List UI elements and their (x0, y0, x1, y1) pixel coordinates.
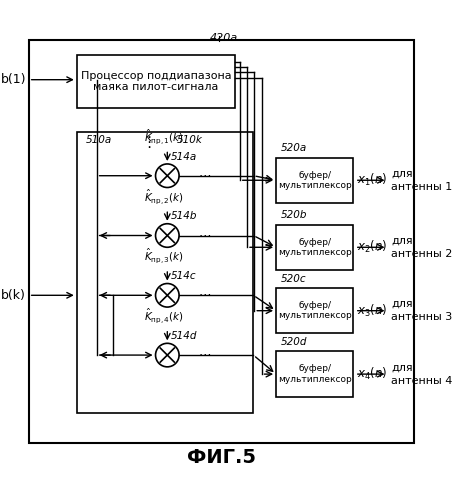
Text: 520d: 520d (281, 337, 307, 347)
Text: $x_4(n)$: $x_4(n)$ (356, 366, 387, 382)
Text: ⋯: ⋯ (199, 289, 211, 302)
Text: 520b: 520b (281, 210, 307, 220)
Bar (77, 55, 235, 108)
Text: 514c: 514c (171, 272, 197, 281)
Text: буфер/
мультиплексор: буфер/ мультиплексор (278, 238, 351, 257)
Text: для
антенны 4: для антенны 4 (391, 362, 452, 386)
Text: 510a: 510a (86, 135, 112, 145)
Text: b(k): b(k) (1, 289, 26, 302)
Text: буфер/
мультиплексор: буфер/ мультиплексор (278, 364, 351, 384)
Text: 420a: 420a (209, 32, 238, 42)
Text: 514d: 514d (171, 331, 197, 341)
Bar (29, 40, 414, 443)
Bar (276, 352, 353, 397)
Text: $\hat{K}_{\text{пр},2}(k)$: $\hat{K}_{\text{пр},2}(k)$ (143, 187, 184, 206)
Text: 510k: 510k (176, 135, 202, 145)
Text: $\hat{K}_{\text{пр},4}(k)$: $\hat{K}_{\text{пр},4}(k)$ (143, 306, 184, 325)
Text: $x_2(n)$: $x_2(n)$ (356, 239, 387, 256)
Text: ⋯: ⋯ (199, 229, 211, 242)
Text: $x_1(n)$: $x_1(n)$ (356, 172, 387, 188)
Text: буфер/
мультиплексор: буфер/ мультиплексор (278, 301, 351, 320)
Text: для
антенны 1: для антенны 1 (391, 168, 452, 192)
Text: Процессор поддиапазона
маяка пилот-сигнала: Процессор поддиапазона маяка пилот-сигна… (81, 70, 231, 92)
Bar (276, 224, 353, 270)
Text: $\hat{K}_{\text{пр},1}(k)$: $\hat{K}_{\text{пр},1}(k)$ (143, 127, 184, 146)
Text: ФИГ.5: ФИГ.5 (187, 448, 256, 468)
Text: b(1): b(1) (0, 73, 26, 86)
Text: для
антенны 3: для антенны 3 (391, 299, 452, 322)
Text: 514b: 514b (171, 212, 197, 222)
Text: буфер/
мультиплексор: буфер/ мультиплексор (278, 170, 351, 190)
Text: 520c: 520c (281, 274, 306, 283)
Text: ⋯: ⋯ (199, 348, 211, 362)
Text: ⋯: ⋯ (199, 169, 211, 182)
Bar (77, 132, 253, 413)
Text: 514a: 514a (171, 152, 197, 162)
Text: $\hat{K}_{\text{пр},3}(k)$: $\hat{K}_{\text{пр},3}(k)$ (143, 246, 184, 266)
Bar (276, 288, 353, 334)
Bar (276, 158, 353, 203)
Text: для
антенны 2: для антенны 2 (391, 236, 452, 259)
Text: $x_3(n)$: $x_3(n)$ (356, 302, 387, 318)
Text: 520a: 520a (281, 143, 307, 153)
Text: ⋮: ⋮ (142, 135, 157, 150)
